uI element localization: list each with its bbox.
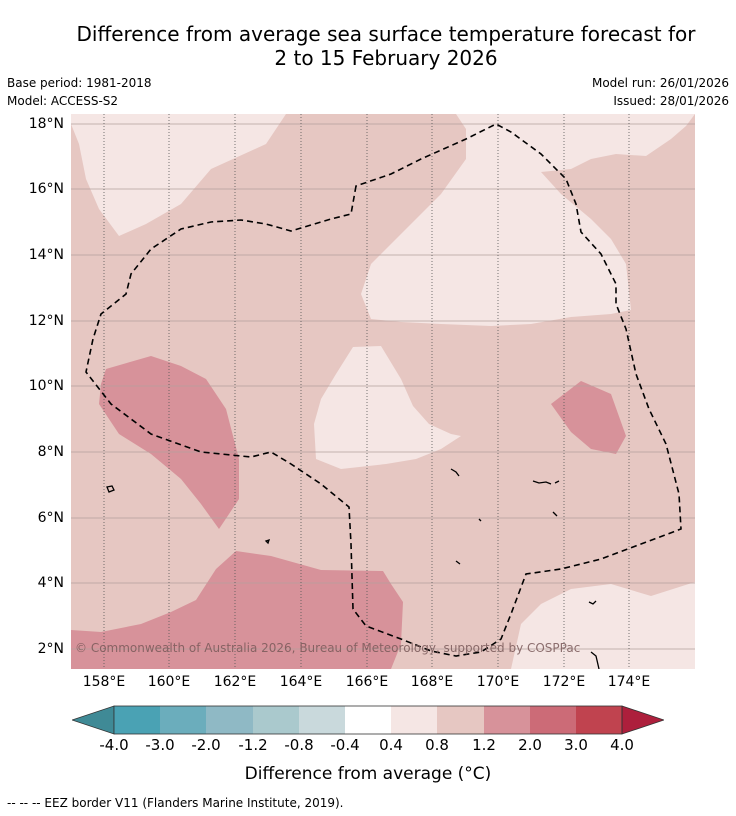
colorbar-tick-label: -1.2	[238, 736, 268, 754]
colorbar-tick-label: 4.0	[610, 736, 634, 754]
colorbar-bin	[206, 706, 253, 734]
eez-footnote: -- -- -- EEZ border V11 (Flanders Marine…	[7, 796, 344, 810]
title-line-1: Difference from average sea surface temp…	[76, 22, 696, 46]
colorbar-tick-label: 3.0	[564, 736, 588, 754]
colorbar-tick-label: -4.0	[99, 736, 129, 754]
lon-label: 172°E	[542, 674, 586, 690]
model-run: Model run: 26/01/2026	[591, 76, 729, 90]
anomaly-warm-region-east	[551, 381, 626, 454]
colorbar-tick-label: 1.2	[472, 736, 496, 754]
anomaly-light-region-north-central	[361, 114, 695, 326]
colorbar-bin	[437, 706, 484, 734]
colorbar-high-extend	[621, 705, 664, 735]
copyright-watermark: © Commonwealth of Australia 2026, Bureau…	[75, 641, 581, 655]
colorbar-bin	[345, 706, 391, 734]
anomaly-light-region-northwest	[71, 114, 286, 236]
anomaly-light-region-southeast	[511, 582, 695, 669]
issued-date: Issued: 28/01/2026	[613, 94, 729, 108]
colorbar	[72, 705, 664, 735]
colorbar-title: Difference from average (°C)	[244, 764, 492, 784]
colorbar-tick-label: 0.8	[425, 736, 449, 754]
colorbar-low-extend	[72, 705, 115, 735]
colorbar-bin	[299, 706, 345, 734]
lat-gridlines	[71, 123, 695, 650]
lon-label: 166°E	[345, 674, 389, 690]
colorbar-tick-label: -3.0	[145, 736, 175, 754]
meta-left: Base period: 1981-2018 Model: ACCESS-S2	[7, 74, 152, 110]
colorbar-bin	[484, 706, 530, 734]
colorbar-tick-label: 2.0	[518, 736, 542, 754]
lon-label: 170°E	[476, 674, 520, 690]
lon-label: 168°E	[410, 674, 454, 690]
colorbar-tick-label: -2.0	[191, 736, 221, 754]
lon-label: 164°E	[279, 674, 323, 690]
lat-label: 14°N	[28, 247, 64, 263]
model-name: Model: ACCESS-S2	[7, 94, 119, 108]
chart-title: Difference from average sea surface temp…	[0, 22, 736, 70]
colorbar-bin	[576, 706, 622, 734]
meta-right: Model run: 26/01/2026 Issued: 28/01/2026	[592, 74, 729, 110]
colorbar-tick-label: -0.4	[330, 736, 360, 754]
lat-label: 6°N	[37, 510, 64, 526]
eez-border	[85, 123, 682, 657]
anomaly-light-region-central	[314, 346, 461, 469]
colorbar-tick-label: -0.8	[284, 736, 314, 754]
lat-label: 2°N	[37, 641, 64, 657]
anomaly-warm-region-west	[99, 356, 239, 529]
colorbar-bin	[114, 706, 160, 734]
lat-label: 8°N	[37, 444, 64, 460]
lon-label: 158°E	[82, 674, 126, 690]
lon-label: 162°E	[213, 674, 257, 690]
islands	[106, 468, 600, 669]
colorbar-bin	[160, 706, 206, 734]
lat-label: 16°N	[28, 181, 64, 197]
lat-label: 4°N	[37, 575, 64, 591]
colorbar-bin	[530, 706, 576, 734]
anomaly-warm-region-south	[71, 551, 403, 669]
title-line-2: 2 to 15 February 2026	[274, 46, 498, 70]
lat-label: 12°N	[28, 313, 64, 329]
lat-label: 18°N	[28, 116, 64, 132]
base-period: Base period: 1981-2018	[7, 76, 152, 90]
colorbar-tick-label: 0.4	[379, 736, 403, 754]
lon-gridlines	[103, 114, 630, 669]
lat-label: 10°N	[28, 378, 64, 394]
lon-label: 160°E	[147, 674, 191, 690]
colorbar-bin	[253, 706, 299, 734]
lon-label: 174°E	[607, 674, 651, 690]
colorbar-bin	[391, 706, 437, 734]
sst-map	[71, 114, 695, 669]
colorbar-frame	[113, 705, 623, 735]
